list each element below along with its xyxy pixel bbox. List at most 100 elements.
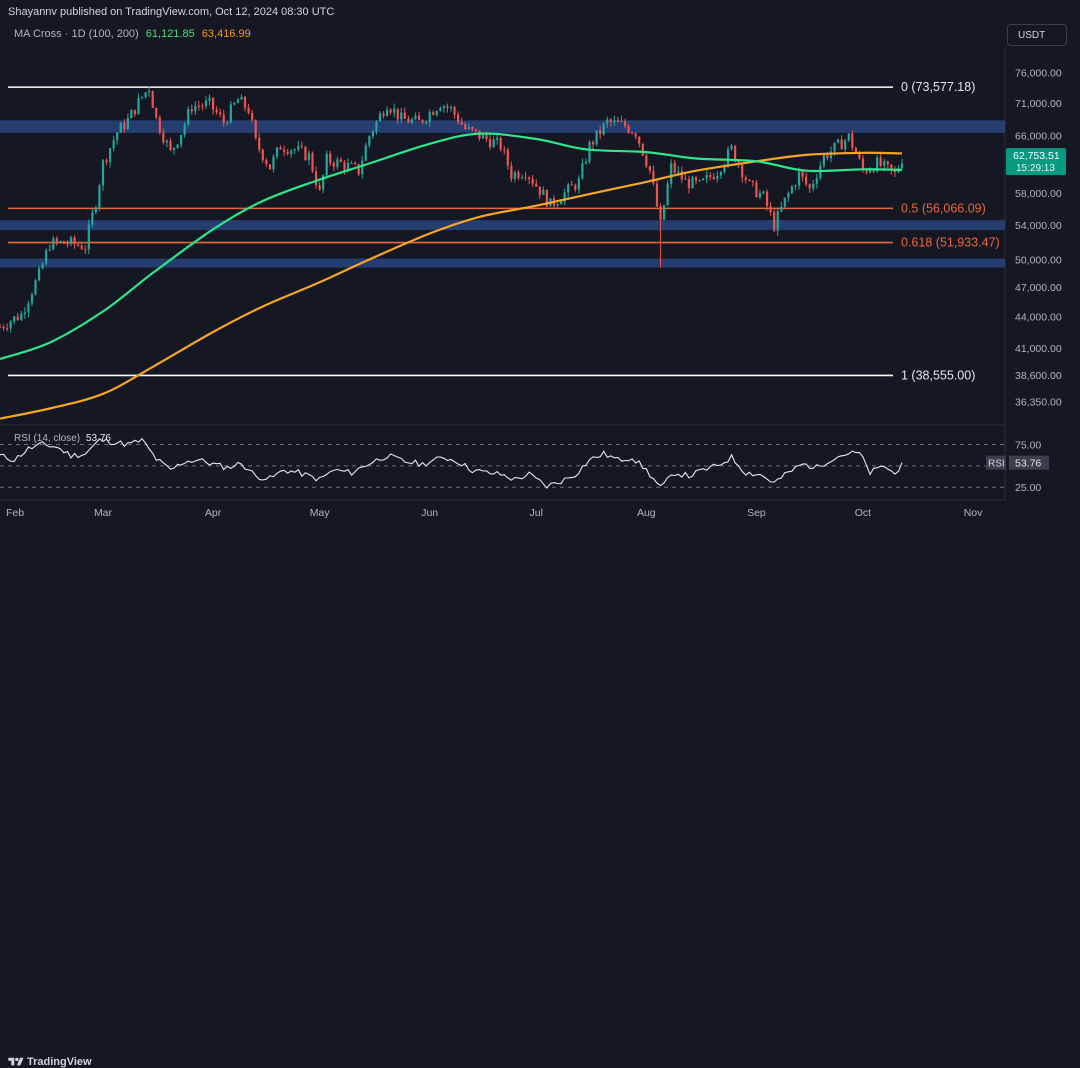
candle-192 <box>680 171 683 180</box>
candle-179 <box>634 133 637 137</box>
candle-1 <box>2 326 5 329</box>
candle-225 <box>797 171 801 186</box>
candle-218 <box>773 212 776 231</box>
candle-20 <box>69 237 73 244</box>
price-tick-10: 38,600.00 <box>1015 370 1062 382</box>
candle-56 <box>197 105 200 107</box>
candle-184 <box>652 170 655 184</box>
candle-188 <box>666 183 669 206</box>
price-tick-8: 44,000.00 <box>1015 311 1062 323</box>
currency-button[interactable]: USDT <box>1007 24 1067 46</box>
candle-41 <box>144 92 147 97</box>
candle-162 <box>574 185 577 190</box>
time-tick-jun: Jun <box>421 507 438 519</box>
rsi-name: RSI (14, close) <box>14 433 81 444</box>
candle-79 <box>279 147 282 150</box>
time-tick-mar: Mar <box>94 507 113 519</box>
candle-143 <box>506 149 509 166</box>
candle-133 <box>471 126 474 130</box>
time-axis[interactable]: Feb Mar Apr May Jun Jul Aug Sep Oct Nov <box>6 507 983 519</box>
candle-71 <box>251 112 254 121</box>
candle-230 <box>815 177 818 184</box>
candle-69 <box>243 96 247 108</box>
candle-25 <box>87 224 90 250</box>
candle-233 <box>826 154 829 159</box>
candle-182 <box>645 155 648 167</box>
time-tick-may: May <box>310 507 331 519</box>
candle-139 <box>492 139 495 148</box>
candle-186 <box>659 206 662 220</box>
candle-212 <box>751 180 754 183</box>
candle-57 <box>201 105 204 107</box>
candle-58 <box>204 100 208 107</box>
candle-154 <box>545 189 548 207</box>
candle-46 <box>162 132 165 143</box>
candle-173 <box>613 120 616 123</box>
candle-65 <box>229 104 232 123</box>
candle-3 <box>9 321 12 329</box>
candle-180 <box>638 136 641 144</box>
candle-193 <box>684 179 687 181</box>
rsi-badge-box <box>986 455 1006 470</box>
candle-199 <box>705 175 708 179</box>
candle-36 <box>126 118 129 129</box>
candle-109 <box>385 109 389 117</box>
candle-124 <box>439 108 442 111</box>
candle-52 <box>183 124 186 135</box>
rsi-badge-label: RSI <box>988 459 1005 470</box>
indicator-legend[interactable]: MA Cross · 1D (100, 200) 61,121.85 63,41… <box>14 28 251 40</box>
candle-229 <box>812 183 815 189</box>
candle-213 <box>755 182 758 198</box>
price-tick-4: 58,000.00 <box>1015 188 1062 200</box>
candle-18 <box>62 241 66 244</box>
candle-31 <box>108 148 112 163</box>
price-tick-9: 41,000.00 <box>1015 343 1062 355</box>
ma-100-line <box>0 132 903 361</box>
top-bar: Shayannv published on TradingView.com, O… <box>0 0 1080 24</box>
price-axis[interactable]: 76,000.0071,000.0066,000.0062,000.0058,0… <box>1015 68 1062 409</box>
candle-161 <box>570 184 573 186</box>
candle-148 <box>524 177 527 179</box>
candle-196 <box>694 177 698 181</box>
candle-4 <box>13 316 16 322</box>
candle-172 <box>609 119 612 123</box>
candle-129 <box>457 114 460 123</box>
candle-144 <box>510 165 513 179</box>
candle-2 <box>6 328 9 330</box>
candle-237 <box>840 139 843 150</box>
candle-74 <box>261 149 264 161</box>
candle-6 <box>20 313 23 321</box>
rsi-legend[interactable]: RSI (14, close) 53.76 <box>14 433 111 444</box>
candle-96 <box>339 159 343 163</box>
candle-63 <box>222 114 225 124</box>
candle-19 <box>66 243 69 245</box>
candle-94 <box>332 163 335 167</box>
candle-84 <box>297 145 300 150</box>
candle-136 <box>481 134 485 139</box>
candle-168 <box>595 130 598 145</box>
time-tick-apr: Apr <box>205 507 222 519</box>
candle-21 <box>73 237 76 245</box>
candle-89 <box>314 171 318 186</box>
candle-0 <box>0 326 2 328</box>
candle-248 <box>879 157 882 166</box>
rsi-legend-value: 53.76 <box>85 433 111 444</box>
candle-61 <box>215 109 218 113</box>
candle-117 <box>414 115 417 120</box>
candle-83 <box>293 149 296 151</box>
candle-197 <box>698 180 701 182</box>
price-tick-6: 50,000.00 <box>1015 254 1062 266</box>
candle-206 <box>730 145 733 150</box>
candle-219 <box>776 211 779 231</box>
candle-101 <box>357 164 360 175</box>
candle-217 <box>769 206 772 213</box>
candle-93 <box>329 153 332 164</box>
candle-49 <box>172 147 176 150</box>
candle-146 <box>517 172 520 179</box>
candle-73 <box>258 138 261 150</box>
candle-13 <box>45 250 48 264</box>
price-chart[interactable]: 0 (73,577.18) 0.5 (56,066.09) 0.618 (51,93… <box>0 0 1080 551</box>
zone-2 <box>0 258 1005 268</box>
candle-254 <box>900 163 904 169</box>
candle-100 <box>354 162 357 165</box>
